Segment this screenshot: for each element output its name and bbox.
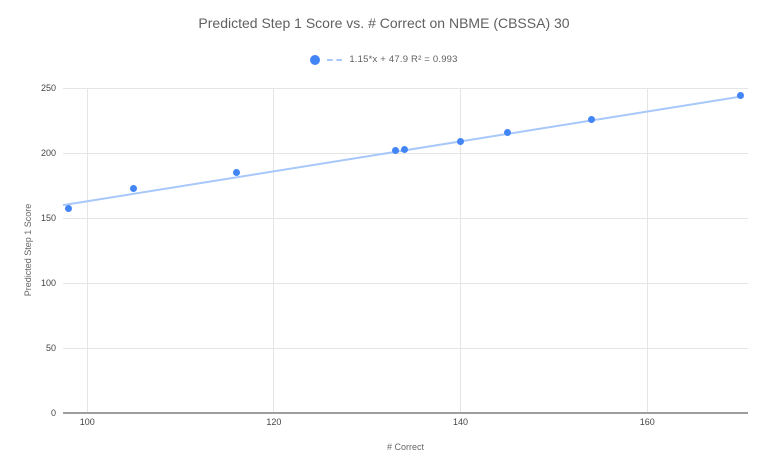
- data-point[interactable]: [587, 115, 595, 123]
- data-point[interactable]: [503, 128, 511, 136]
- y-tick-label: 200: [40, 148, 56, 158]
- v-gridline: [646, 88, 648, 413]
- y-tick-label: 50: [45, 343, 56, 353]
- h-gridline: [63, 217, 748, 219]
- data-point[interactable]: [401, 145, 409, 153]
- legend: 1.15*x + 47.9 R² = 0.993: [0, 54, 768, 65]
- y-tick-label: 250: [40, 83, 56, 93]
- v-gridline: [86, 88, 88, 413]
- x-axis-line: [63, 412, 748, 414]
- trendline-marker-icon: [327, 58, 343, 61]
- trendline: [62, 95, 741, 207]
- data-point[interactable]: [457, 137, 465, 145]
- data-point[interactable]: [130, 184, 138, 192]
- data-point[interactable]: [391, 146, 399, 154]
- data-point[interactable]: [233, 169, 241, 176]
- h-gridline: [63, 347, 748, 349]
- chart-title: Predicted Step 1 Score vs. # Correct on …: [198, 15, 570, 31]
- plot-area: [62, 87, 748, 414]
- series-marker-icon: [310, 54, 321, 65]
- y-axis-title: Predicted Step 1 Score: [23, 203, 33, 297]
- y-tick-label: 100: [40, 278, 56, 288]
- x-axis-title: # Correct: [386, 442, 424, 452]
- x-tick-label: 140: [453, 417, 469, 427]
- h-gridline: [63, 87, 748, 89]
- v-gridline: [273, 88, 275, 413]
- x-tick-label: 160: [639, 417, 655, 427]
- x-tick-label: 120: [266, 417, 282, 427]
- h-gridline: [63, 282, 748, 284]
- data-point[interactable]: [65, 205, 73, 213]
- h-gridline: [63, 152, 748, 154]
- y-tick-label: 150: [40, 213, 56, 223]
- x-tick-label: 100: [79, 417, 95, 427]
- trendline-equation-label: 1.15*x + 47.9 R² = 0.993: [349, 54, 458, 65]
- v-gridline: [460, 88, 462, 413]
- y-tick-label: 0: [50, 408, 56, 418]
- data-point[interactable]: [737, 92, 745, 100]
